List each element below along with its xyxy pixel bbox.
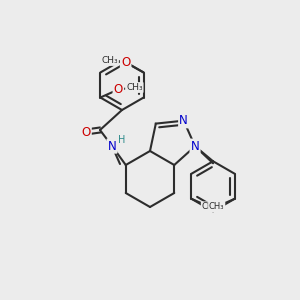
Text: O: O <box>114 83 123 96</box>
Text: H: H <box>118 135 126 145</box>
Text: CH₃: CH₃ <box>202 202 217 211</box>
Text: N: N <box>108 140 116 152</box>
Text: CH₃: CH₃ <box>126 83 143 92</box>
Text: CH₃: CH₃ <box>101 56 118 65</box>
Text: O: O <box>81 125 91 139</box>
Text: N: N <box>191 140 200 153</box>
Text: O: O <box>121 56 130 69</box>
Text: N: N <box>179 114 188 127</box>
Text: CH₃: CH₃ <box>209 202 224 211</box>
